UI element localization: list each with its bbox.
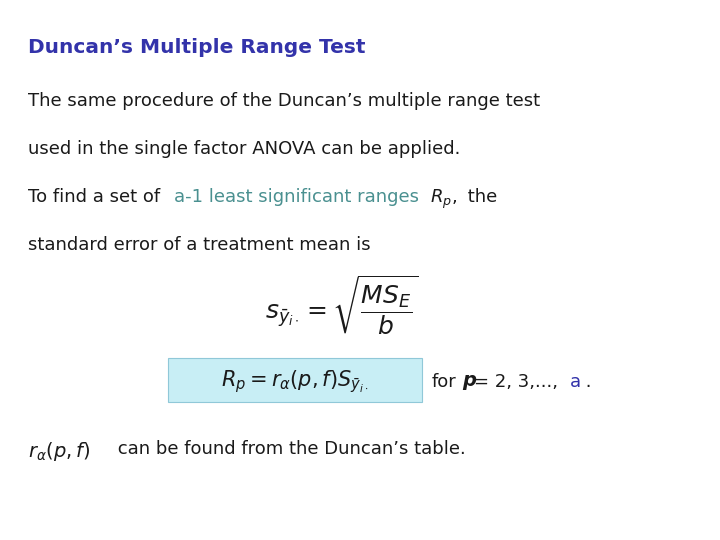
Text: for: for [432,373,456,391]
Text: used in the single factor ANOVA can be applied.: used in the single factor ANOVA can be a… [28,140,460,158]
Text: can be found from the Duncan’s table.: can be found from the Duncan’s table. [112,440,466,458]
Text: a: a [570,373,581,391]
Text: $r_\alpha(p,f)$: $r_\alpha(p,f)$ [28,440,91,463]
FancyBboxPatch shape [168,358,422,402]
Text: = 2, 3,...,: = 2, 3,..., [474,373,558,391]
Text: Duncan’s Multiple Range Test: Duncan’s Multiple Range Test [28,38,366,57]
Text: $R_p = r_\alpha(p,f)S_{\bar{y}_{i\cdot}}$: $R_p = r_\alpha(p,f)S_{\bar{y}_{i\cdot}}… [221,369,369,395]
Text: .: . [580,373,592,391]
Text: $R_p$,: $R_p$, [430,188,457,211]
Text: The same procedure of the Duncan’s multiple range test: The same procedure of the Duncan’s multi… [28,92,540,110]
Text: To find a set of: To find a set of [28,188,166,206]
Text: $\boldsymbol{p}$: $\boldsymbol{p}$ [462,373,477,392]
Text: standard error of a treatment mean is: standard error of a treatment mean is [28,236,371,254]
Text: a-1 least significant ranges: a-1 least significant ranges [174,188,419,206]
Text: the: the [462,188,498,206]
Text: $s_{\bar{y}_{i\cdot}} = \sqrt{\dfrac{MS_E}{b}}$: $s_{\bar{y}_{i\cdot}} = \sqrt{\dfrac{MS_… [265,273,418,337]
